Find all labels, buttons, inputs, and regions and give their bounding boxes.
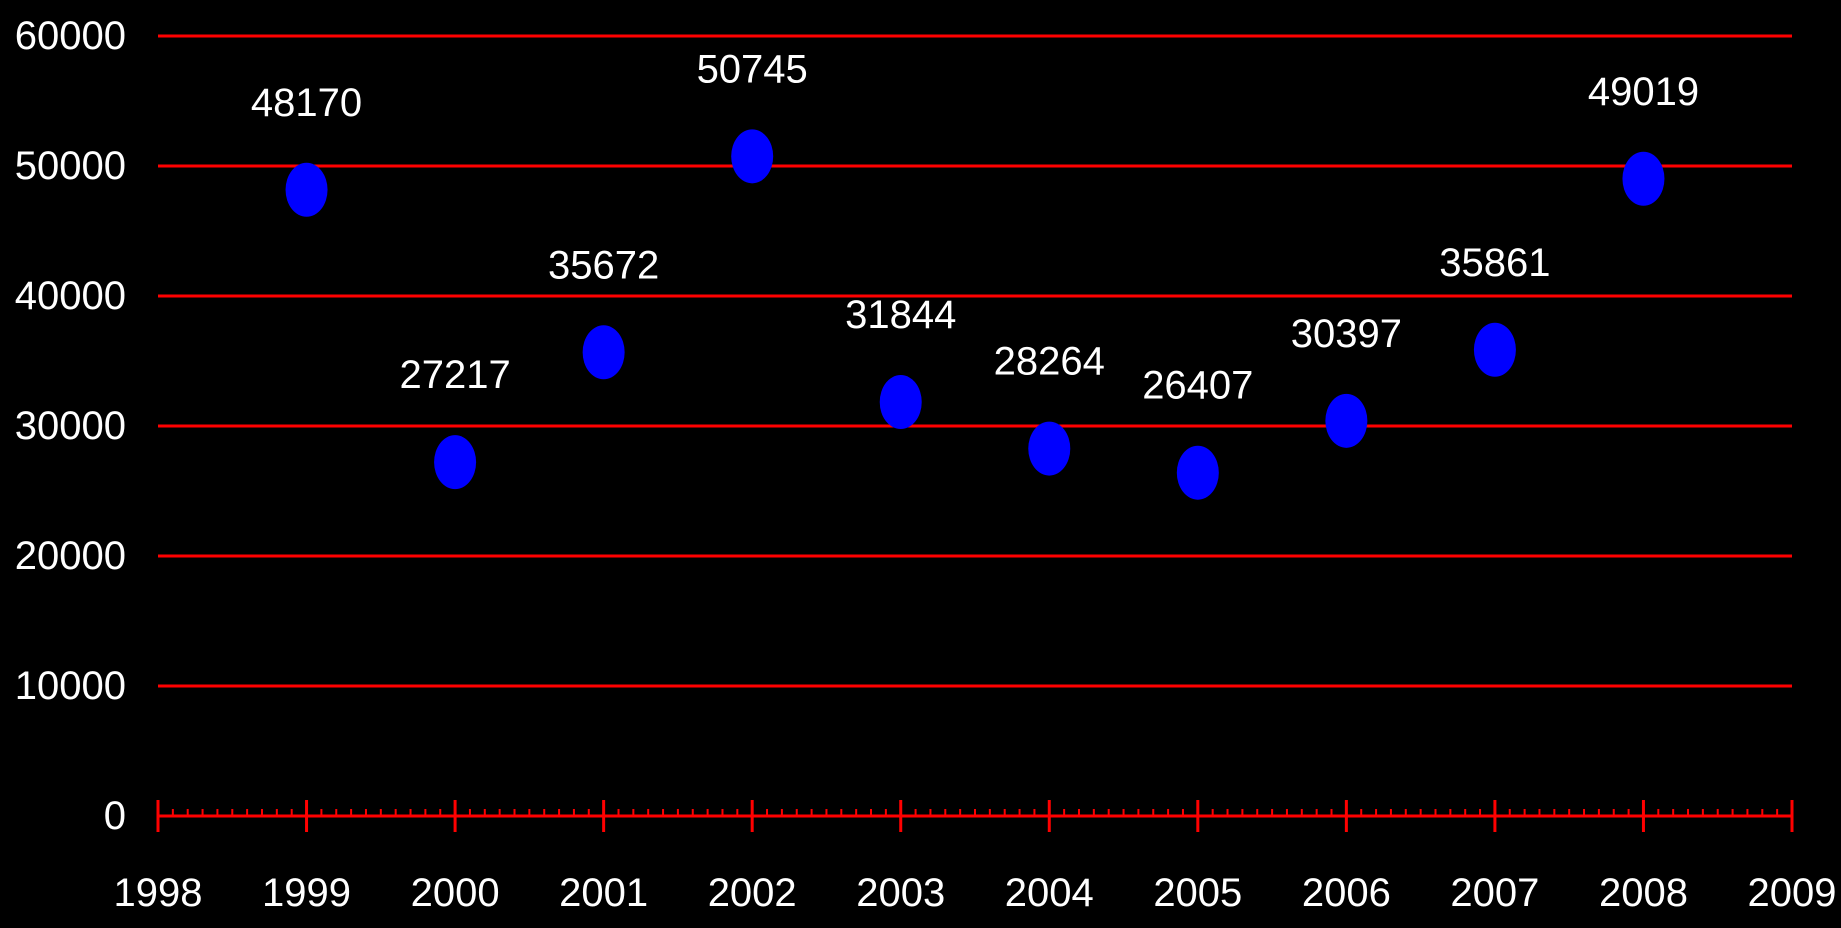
x-tick-label-2009: 2009	[1748, 871, 1837, 915]
data-label-2001: 35672	[548, 243, 659, 287]
y-tick-label-20000: 20000	[15, 534, 126, 578]
data-point-2004	[1028, 421, 1071, 476]
x-axis	[156, 800, 1794, 832]
data-point-2005	[1176, 445, 1219, 500]
data-point-2007	[1473, 322, 1516, 377]
y-axis-tick-labels: 0 10000 20000 30000 40000 50000 60000	[15, 14, 126, 838]
data-point-2003	[879, 375, 922, 430]
x-axis-tick-labels: 1998 1999 2000 2001 2002 2003 2004 2005 2006 2007…	[114, 871, 1837, 915]
y-tick-label-50000: 50000	[15, 144, 126, 188]
data-label-2002: 50745	[697, 47, 808, 91]
data-label-2004: 28264	[994, 340, 1105, 384]
x-tick-label-2007: 2007	[1450, 871, 1539, 915]
data-label-2006: 30397	[1291, 312, 1402, 356]
data-point-2008	[1622, 151, 1665, 206]
x-tick-label-2006: 2006	[1302, 871, 1391, 915]
x-tick-label-2002: 2002	[708, 871, 797, 915]
x-tick-label-1998: 1998	[114, 871, 203, 915]
y-tick-label-0: 0	[104, 794, 126, 838]
grid-lines	[158, 34, 1792, 688]
x-tick-label-2008: 2008	[1599, 871, 1688, 915]
data-point-2006	[1325, 393, 1368, 448]
data-point-2000	[434, 435, 477, 490]
x-tick-label-2000: 2000	[411, 871, 500, 915]
x-tick-label-2004: 2004	[1005, 871, 1094, 915]
y-tick-label-60000: 60000	[15, 14, 126, 58]
data-label-2008: 49019	[1588, 70, 1699, 114]
data-point-1999	[285, 162, 328, 217]
data-label-2000: 27217	[399, 353, 510, 397]
x-tick-label-2003: 2003	[856, 871, 945, 915]
data-label-2007: 35861	[1439, 241, 1550, 285]
data-label-2005: 26407	[1142, 364, 1253, 408]
data-points	[285, 129, 1665, 500]
x-tick-label-2001: 2001	[559, 871, 648, 915]
y-tick-label-40000: 40000	[15, 274, 126, 318]
data-point-2001	[582, 325, 625, 380]
x-tick-label-1999: 1999	[262, 871, 351, 915]
data-point-2002	[731, 129, 774, 184]
data-labels: 48170 27217 35672 50745 31844 28264 26407 30397…	[251, 47, 1699, 407]
x-tick-label-2005: 2005	[1153, 871, 1242, 915]
y-tick-label-30000: 30000	[15, 404, 126, 448]
data-label-2003: 31844	[845, 293, 956, 337]
y-tick-label-10000: 10000	[15, 664, 126, 708]
data-label-1999: 48170	[251, 81, 362, 125]
